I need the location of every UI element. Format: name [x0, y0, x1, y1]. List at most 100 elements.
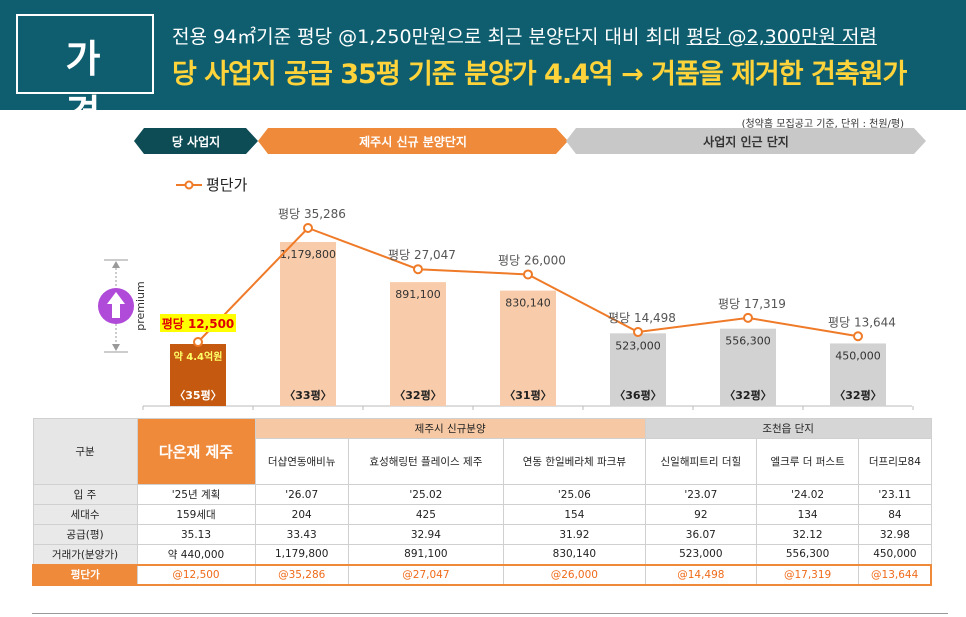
- line-value-label: 평당 27,047: [388, 248, 456, 262]
- bottom-divider: [32, 613, 948, 614]
- table-cell: '24.02: [755, 484, 860, 505]
- unit-note: (청약홈 모집공고 기준, 단위 : 천원/평): [741, 119, 904, 130]
- legend-label: 평단가: [206, 176, 248, 194]
- table-row: 세대수 159세대 204 425 154 92 134 84: [32, 504, 932, 525]
- table-group-jeju: 제주시 신규분양: [254, 418, 646, 439]
- table-cell: 84: [858, 504, 932, 525]
- bar: [610, 333, 666, 406]
- bar-value-label: 556,300: [725, 335, 771, 348]
- table-cell: 450,000: [858, 544, 932, 565]
- row-label: 평단가: [32, 563, 138, 586]
- segment-nearby: 사업지 인근 단지: [566, 128, 926, 154]
- bar-size-label: 〈33평〉: [284, 388, 331, 402]
- header-headline: 당 사업지 공급 35평 기준 분양가 4.4억 → 거품을 제거한 건축원가: [172, 59, 907, 90]
- table-cell: 159세대: [136, 504, 256, 525]
- bar-size-label: 〈32평〉: [394, 388, 441, 402]
- table-cell: 154: [502, 504, 646, 525]
- table-col-name: 연동 한일베라체 파크뷰: [502, 438, 646, 485]
- table-cell: @14,498: [644, 563, 757, 586]
- table-cell: 204: [254, 504, 349, 525]
- bar-value-label: 523,000: [615, 339, 661, 352]
- header-subtitle-highlight: 평당 @2,300만원 저렴: [686, 26, 877, 48]
- line-point: [193, 337, 203, 347]
- segment-site: 당 사업지: [134, 128, 258, 154]
- chart-legend: 평단가: [176, 174, 247, 195]
- line-point: [853, 331, 863, 342]
- table-cell: @13,644: [858, 563, 933, 586]
- table-cell: 32.94: [347, 524, 504, 545]
- table-cell: '25.06: [502, 484, 646, 505]
- price-chart: 약 4.4억원 〈35평〉 1,179,800 〈33평〉 891,100 〈32평〉 83…: [142, 207, 914, 410]
- table-cell: 35.13: [136, 524, 256, 545]
- table-cell: 556,300: [755, 544, 860, 565]
- row-label: 세대수: [32, 504, 138, 525]
- line-value-label: 평당 26,000: [498, 253, 566, 267]
- line-value-label: 평당 13,644: [828, 315, 896, 329]
- table-cell: 523,000: [644, 544, 757, 565]
- header-subtitle: 전용 94㎡기준 평당 @1,250만원으로 최근 분양단지 대비 최대 평당 …: [172, 22, 877, 49]
- table-cell: 33.43: [254, 524, 349, 545]
- table-cell: 31.92: [502, 524, 646, 545]
- line-point: [413, 264, 423, 275]
- header-subtitle-text: 전용 94㎡기준 평당 @1,250만원으로 최근 분양단지 대비 최대: [172, 26, 687, 48]
- table-group-jocheon: 조천읍 단지: [644, 418, 932, 439]
- table-cell: 36.07: [644, 524, 757, 545]
- line-value-label: 평당 17,319: [718, 297, 786, 311]
- table-col-name: 효성해링턴 플레이스 제주: [347, 438, 504, 485]
- table-cell: @27,047: [347, 563, 504, 586]
- table-cell: 32.12: [755, 524, 860, 545]
- title-badge: 가 격: [16, 14, 154, 136]
- table-cell: @12,500: [136, 563, 256, 586]
- line-value-label: 평당 12,500: [162, 316, 235, 331]
- table-label-header: 구분: [32, 418, 138, 485]
- premium-indicator: premium: [98, 259, 147, 353]
- table-cell: '25.02: [347, 484, 504, 505]
- table-col-name: 신일해피트리 더힐: [644, 438, 757, 485]
- line-value-label: 평당 35,286: [278, 207, 346, 221]
- bar-size-label: 〈32평〉: [724, 388, 771, 402]
- table-cell: 425: [347, 504, 504, 525]
- table-row: 입 주 '25년 계획 '26.07 '25.02 '25.06 '23.07 …: [32, 484, 932, 505]
- table-cell: 134: [755, 504, 860, 525]
- legend-line-icon: [176, 180, 202, 189]
- table-row-unit-price: 평단가 @12,500 @35,286 @27,047 @26,000 @14,…: [32, 563, 933, 586]
- table-cell: 891,100: [347, 544, 504, 565]
- premium-label: premium: [134, 281, 147, 331]
- table-cell: 32.98: [858, 524, 932, 545]
- table-cell: '23.11: [858, 484, 932, 505]
- line-point: [633, 327, 643, 338]
- bar-size-label: 〈32평〉: [834, 388, 881, 402]
- bar-value-label: 830,140: [505, 297, 551, 310]
- bar-value-label: 450,000: [835, 349, 881, 362]
- row-label: 거래가(분양가): [32, 544, 138, 565]
- table-cell: 92: [644, 504, 757, 525]
- table-cell: 약 440,000: [136, 544, 256, 565]
- table-cell: @17,319: [755, 563, 860, 586]
- table-row: 공급(평) 35.13 33.43 32.94 31.92 36.07 32.1…: [32, 524, 932, 545]
- table-main-header: 다온재 제주: [136, 418, 256, 485]
- bar-size-label: 〈31평〉: [504, 388, 551, 402]
- bar: [720, 328, 776, 406]
- title-badge-text: 가 격: [65, 37, 119, 136]
- header-banner: 가 격 전용 94㎡기준 평당 @1,250만원으로 최근 분양단지 대비 최대…: [0, 0, 966, 136]
- line-point: [303, 223, 313, 233]
- table-col-name: 더프리모84: [858, 438, 932, 485]
- bar-size-label: 〈35평〉: [174, 388, 221, 402]
- row-label: 공급(평): [32, 524, 138, 545]
- segment-jeju: 제주시 신규 분양단지: [258, 128, 568, 154]
- table-cell: 830,140: [502, 544, 646, 565]
- table-cell: 1,179,800: [254, 544, 349, 565]
- row-label: 입 주: [32, 484, 138, 505]
- table-cell: '23.07: [644, 484, 757, 505]
- bar: [390, 282, 446, 406]
- line-value-label: 평당 14,498: [608, 311, 676, 325]
- table-cell: '25년 계획: [136, 484, 256, 505]
- line-point: [743, 312, 753, 323]
- bar-size-label: 〈36평〉: [614, 388, 661, 402]
- table-row: 거래가(분양가) 약 440,000 1,179,800 891,100 830…: [32, 544, 932, 565]
- bar: [500, 290, 556, 406]
- table-cell: @26,000: [502, 563, 646, 586]
- bar-value-label: 1,179,800: [280, 248, 336, 261]
- bar-value-label: 약 4.4억원: [174, 350, 223, 363]
- bar: [170, 344, 226, 406]
